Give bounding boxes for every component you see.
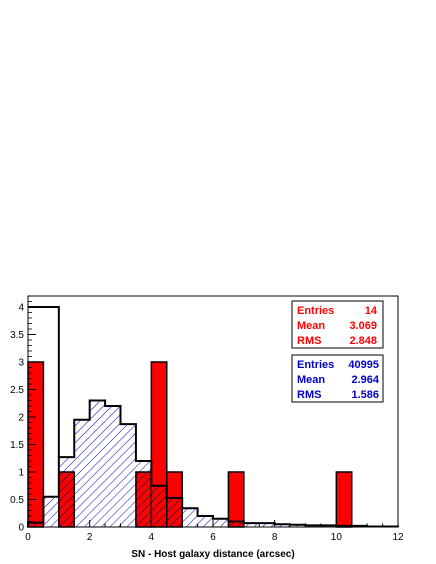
hatched-bar (290, 524, 306, 527)
y-axis-ticks: 0 0.5 1 1.5 2 2.5 3 3.5 4 (10, 301, 36, 534)
stat-mean-value: 3.069 (349, 320, 377, 332)
overlap-bar (151, 485, 167, 527)
x-tick-label: 2 (87, 532, 93, 543)
series-outline (27, 306, 399, 528)
red-bar (335, 471, 353, 528)
y-tick-label: 2.5 (10, 385, 24, 396)
hatched-bar (120, 424, 136, 527)
stats-box-blue: Entries 40995 Mean 2.964 RMS 1.586 (291, 354, 384, 403)
stat-entries-value: 14 (365, 305, 378, 317)
x-tick-label: 4 (149, 532, 155, 543)
hatched-bar (89, 400, 106, 527)
y-tick-label: 1 (18, 468, 24, 479)
stat-entries-label: Entries (297, 359, 334, 371)
stat-entries-label: Entries (297, 305, 334, 317)
hatched-bar (197, 516, 213, 527)
overlap-bar (28, 522, 44, 527)
y-tick-label: 3.5 (10, 330, 24, 341)
x-axis-title: SN - Host galaxy distance (arcsec) (131, 549, 294, 560)
x-axis-ticks: 0 2 4 6 8 10 12 (25, 520, 404, 543)
hatched-bar (274, 524, 291, 527)
x-tick-label: 6 (210, 532, 216, 543)
overlap-bar (135, 472, 152, 527)
hatched-bar (43, 496, 59, 527)
hatched-bar (74, 419, 90, 527)
stat-entries-value: 40995 (348, 359, 379, 371)
stat-rms-value: 2.848 (349, 335, 377, 347)
y-tick-label: 0.5 (10, 495, 24, 506)
hatched-bar (243, 523, 260, 527)
hatched-bar (182, 508, 198, 527)
outline-first-bin (28, 306, 60, 458)
outline-step-line (27, 399, 399, 528)
stat-mean-label: Mean (297, 320, 325, 332)
stat-mean-value: 2.964 (351, 374, 379, 386)
overlap-bar (58, 472, 75, 527)
overlap-bar (166, 497, 183, 527)
x-tick-label: 12 (392, 532, 404, 543)
stat-rms-value: 1.586 (351, 389, 379, 401)
y-tick-label: 0 (18, 523, 24, 534)
hatched-bar (105, 406, 121, 527)
hatched-bar (213, 518, 229, 527)
series-overlap-hatched (28, 472, 352, 527)
red-bar (227, 471, 245, 528)
y-tick-label: 1.5 (10, 440, 24, 451)
overlap-bar (228, 521, 244, 527)
stats-box-red: Entries 14 Mean 3.069 RMS 2.848 (291, 300, 384, 349)
hatched-bar (259, 523, 275, 527)
x-tick-label: 0 (25, 532, 31, 543)
y-tick-label: 3 (18, 358, 24, 369)
x-tick-label: 10 (331, 532, 343, 543)
stat-mean-label: Mean (297, 374, 325, 386)
stat-rms-label: RMS (297, 335, 321, 347)
y-tick-label: 2 (18, 413, 24, 424)
stat-rms-label: RMS (297, 389, 321, 401)
x-tick-label: 8 (272, 532, 278, 543)
y-tick-label: 4 (18, 303, 24, 314)
